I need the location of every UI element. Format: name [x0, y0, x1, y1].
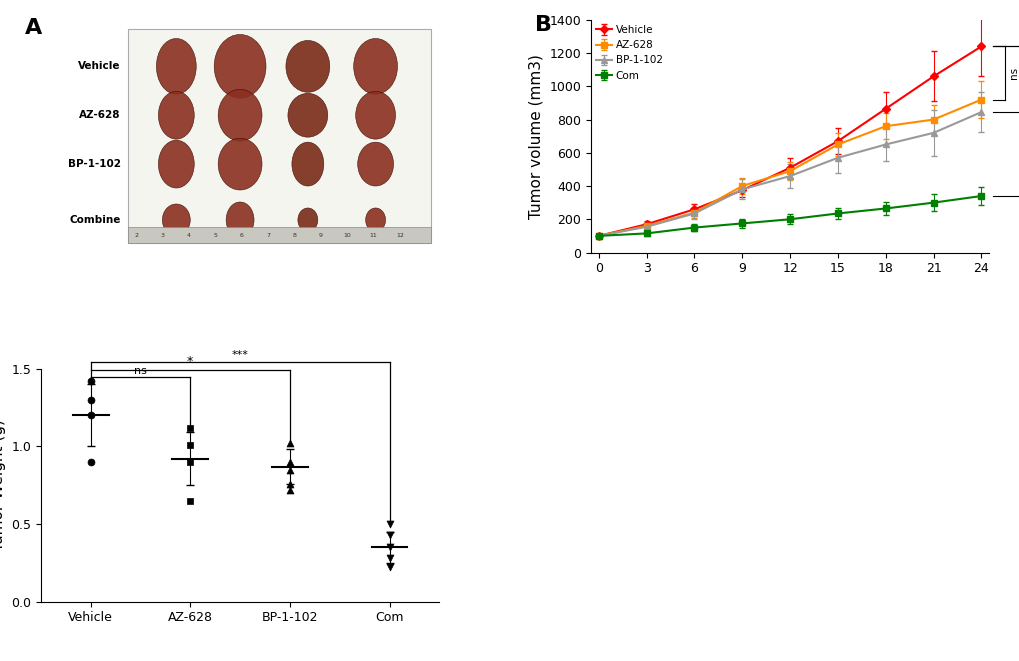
Text: ns: ns — [133, 366, 147, 376]
Ellipse shape — [354, 38, 397, 95]
Bar — [128, 227, 431, 243]
Ellipse shape — [356, 91, 395, 139]
Text: BP-1-102: BP-1-102 — [67, 159, 120, 169]
Ellipse shape — [287, 93, 327, 137]
Point — [381, 562, 397, 572]
Text: 3: 3 — [161, 233, 164, 237]
Point — [83, 410, 99, 420]
Text: 8: 8 — [292, 233, 297, 237]
Text: 10: 10 — [343, 233, 351, 237]
Point — [281, 479, 298, 489]
Text: 12: 12 — [395, 233, 404, 237]
Text: Combine: Combine — [69, 215, 120, 225]
Ellipse shape — [162, 204, 191, 236]
Point — [281, 438, 298, 449]
Text: Vehicle: Vehicle — [77, 61, 120, 71]
Point — [381, 519, 397, 529]
Text: A: A — [24, 17, 42, 38]
Ellipse shape — [156, 38, 196, 95]
Point — [281, 457, 298, 467]
Ellipse shape — [158, 140, 194, 188]
Y-axis label: Tumor volume (mm3): Tumor volume (mm3) — [528, 54, 543, 219]
Text: AZ-628: AZ-628 — [78, 110, 120, 120]
Ellipse shape — [365, 208, 385, 232]
Text: ns: ns — [1009, 67, 1018, 79]
Ellipse shape — [226, 202, 254, 238]
Ellipse shape — [298, 208, 318, 232]
Ellipse shape — [291, 142, 323, 186]
Point — [281, 465, 298, 475]
Text: 6: 6 — [239, 233, 244, 237]
Text: 4: 4 — [186, 233, 191, 237]
Text: 5: 5 — [213, 233, 217, 237]
Ellipse shape — [158, 91, 194, 139]
Text: 9: 9 — [319, 233, 322, 237]
Text: ***: *** — [231, 350, 249, 360]
Text: 7: 7 — [266, 233, 270, 237]
Ellipse shape — [358, 142, 393, 186]
Text: 11: 11 — [369, 233, 377, 237]
Point — [381, 542, 397, 553]
Point — [182, 422, 199, 433]
Text: 2: 2 — [135, 233, 139, 237]
Text: B: B — [535, 15, 551, 35]
Bar — [128, 29, 431, 243]
Point — [182, 457, 199, 467]
Point — [381, 553, 397, 563]
Point — [381, 529, 397, 540]
Y-axis label: Tumor Weight (g): Tumor Weight (g) — [0, 419, 5, 551]
Point — [83, 395, 99, 405]
Ellipse shape — [218, 138, 262, 190]
Point — [83, 376, 99, 387]
Point — [182, 440, 199, 450]
Point — [182, 495, 199, 506]
Point — [281, 485, 298, 495]
Legend: Vehicle, AZ-628, BP-1-102, Com: Vehicle, AZ-628, BP-1-102, Com — [595, 25, 662, 81]
Ellipse shape — [214, 34, 266, 98]
Text: *: * — [186, 355, 194, 368]
Point — [83, 457, 99, 467]
Ellipse shape — [218, 89, 262, 141]
Ellipse shape — [285, 40, 329, 93]
